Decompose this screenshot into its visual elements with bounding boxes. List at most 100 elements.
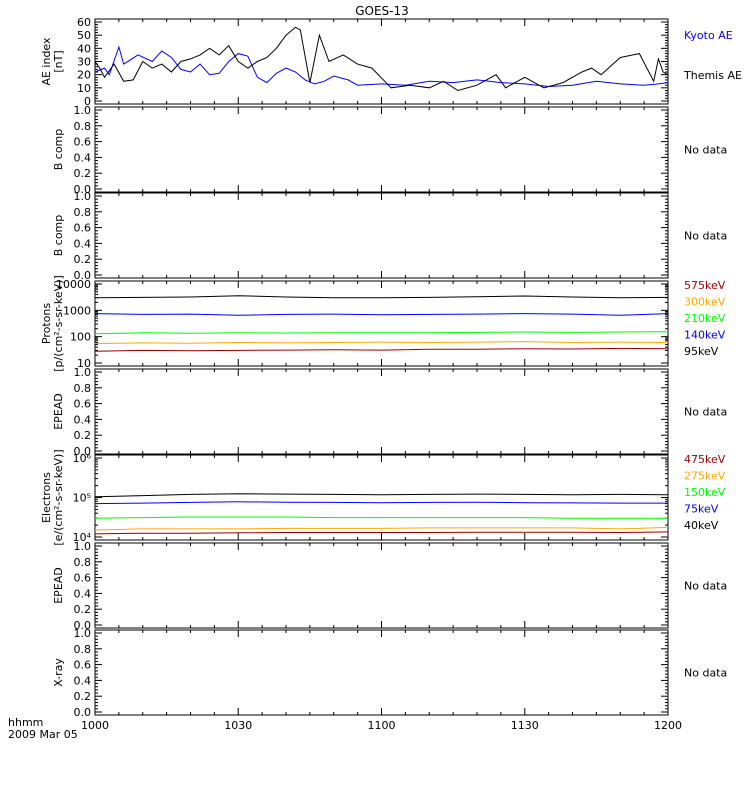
series-line-kyoto-ae	[94, 45, 669, 88]
y-axis-label: X-ray	[52, 658, 65, 687]
legend-150kev: 150keV	[684, 486, 726, 499]
series-line-210kev	[94, 331, 669, 335]
legend-300kev: 300keV	[684, 296, 726, 309]
y-tick-label: 100	[70, 331, 91, 344]
y-axis-label: [e/(cm²-s-sr-keV)]	[52, 449, 65, 545]
y-tick-label: 0.6	[74, 572, 92, 585]
y-axis-label: Electrons	[40, 472, 53, 523]
y-tick-label: 0.0	[74, 619, 92, 632]
x-axis-corner-label-hhmm: hhmm	[8, 716, 43, 729]
y-tick-label: 10⁵	[73, 492, 91, 505]
y-tick-label: 1.0	[74, 104, 92, 117]
y-tick-label: 0.4	[74, 413, 92, 426]
series-line-575kev	[94, 347, 669, 352]
y-axis-label: [nT]	[52, 50, 65, 72]
series-line-475kev	[94, 531, 669, 535]
y-axis-label: EPEAD	[52, 393, 65, 430]
legend-575kev: 575keV	[684, 279, 726, 292]
y-tick-label: 0.2	[74, 429, 92, 442]
y-axis-label: B comp	[52, 129, 65, 171]
y-tick-label: 0.0	[74, 445, 92, 458]
y-tick-label: 20	[77, 69, 91, 82]
y-tick-label: 0.8	[74, 556, 92, 569]
x-tick-label: 1000	[81, 719, 109, 732]
y-tick-label: 0.2	[74, 253, 92, 266]
panel-epead-1: 0.0 0.2 0.4 0.6 0.8 1.0 EPEAD No data	[52, 366, 727, 458]
y-tick-label: 0.8	[74, 643, 92, 656]
y-tick-label: 0.4	[74, 151, 92, 164]
y-tick-label: 50	[77, 29, 91, 42]
series-line-150kev	[94, 516, 668, 519]
y-tick-label: 10000	[56, 278, 91, 291]
y-tick-label: 40	[77, 42, 91, 55]
y-tick-label: 0.6	[74, 136, 92, 149]
series-line-40kev	[94, 493, 669, 498]
y-tick-label: 1.0	[74, 190, 92, 203]
legend-475kev: 475keV	[684, 453, 726, 466]
y-tick-label: 0	[84, 95, 91, 108]
legend-no-data: No data	[684, 406, 727, 419]
y-axis-label: Protons	[40, 303, 53, 344]
y-tick-label: 1.0	[74, 627, 92, 640]
y-tick-label: 0.4	[74, 587, 92, 600]
y-tick-label: 1000	[63, 304, 91, 317]
legend-275kev: 275keV	[684, 470, 726, 483]
y-tick-label: 0.8	[74, 206, 92, 219]
y-tick-label: 10	[77, 82, 91, 95]
y-tick-label: 0.0	[74, 706, 92, 719]
y-tick-label: 0.4	[74, 237, 92, 250]
y-axis-label: EPEAD	[52, 567, 65, 604]
y-tick-label: 1.0	[74, 540, 92, 553]
y-tick-label: 0.8	[74, 382, 92, 395]
y-tick-label: 0.0	[74, 269, 92, 282]
series-line-140kev	[94, 313, 669, 316]
panel-electrons: 10⁴ 10⁵ 10⁶ Electrons [e/(cm²-s-sr-keV)] 475k…	[40, 449, 726, 545]
y-tick-label: 0.6	[74, 222, 92, 235]
panel-x-ray: 0.0 0.2 0.4 0.6 0.8 1.0 X-ray No data	[52, 627, 727, 719]
y-axis-label: B comp	[52, 215, 65, 257]
legend-140kev: 140keV	[684, 329, 726, 342]
y-tick-label: 0.2	[74, 690, 92, 703]
y-tick-label: 0.0	[74, 183, 92, 196]
series-line-75kev	[94, 501, 668, 505]
y-tick-label: 0.6	[74, 398, 92, 411]
legend-themis-ae: Themis AE	[683, 69, 742, 82]
legend-95kev: 95keV	[684, 345, 719, 358]
panel-epead-2: 0.0 0.2 0.4 0.6 0.8 1.0 EPEAD No data	[52, 540, 727, 632]
panel-b-comp-2: 0.0 0.2 0.4 0.6 0.8 1.0 B comp No data	[52, 190, 727, 282]
y-tick-label: 10⁶	[73, 452, 92, 465]
y-axis-label: AE index	[40, 37, 53, 86]
legend-210kev: 210keV	[684, 312, 726, 325]
panel-b-comp-1: 0.0 0.2 0.4 0.6 0.8 1.0 B comp No data	[52, 104, 727, 196]
y-tick-label: 10⁴	[73, 531, 92, 544]
legend-no-data: No data	[684, 144, 727, 157]
legend-40kev: 40keV	[684, 519, 719, 532]
y-tick-label: 60	[77, 16, 91, 29]
legend-no-data: No data	[684, 230, 727, 243]
y-tick-label: 0.2	[74, 167, 92, 180]
y-tick-label: 10	[77, 357, 91, 370]
x-tick-label: 1030	[224, 719, 252, 732]
legend-kyoto-ae: Kyoto AE	[684, 29, 733, 42]
legend-no-data: No data	[684, 580, 727, 593]
x-tick-label: 1200	[654, 719, 682, 732]
x-axis-corner-label-date: 2009 Mar 05	[8, 728, 78, 741]
legend-75kev: 75keV	[684, 503, 719, 516]
x-tick-label: 1130	[511, 719, 539, 732]
y-axis-label: [p/(cm²-s-sr-keV)]	[52, 275, 65, 372]
y-tick-label: 1.0	[74, 366, 92, 379]
series-line-95kev	[94, 295, 669, 299]
x-tick-label: 1100	[368, 719, 396, 732]
series-line-300kev	[94, 341, 669, 344]
legend-no-data: No data	[684, 667, 727, 680]
y-tick-label: 30	[77, 56, 91, 69]
y-tick-label: 0.6	[74, 659, 92, 672]
figure-title: GOES-13	[355, 4, 409, 18]
series-line-themis-ae	[94, 26, 669, 92]
y-tick-label: 0.8	[74, 120, 92, 133]
y-tick-label: 0.2	[74, 603, 92, 616]
